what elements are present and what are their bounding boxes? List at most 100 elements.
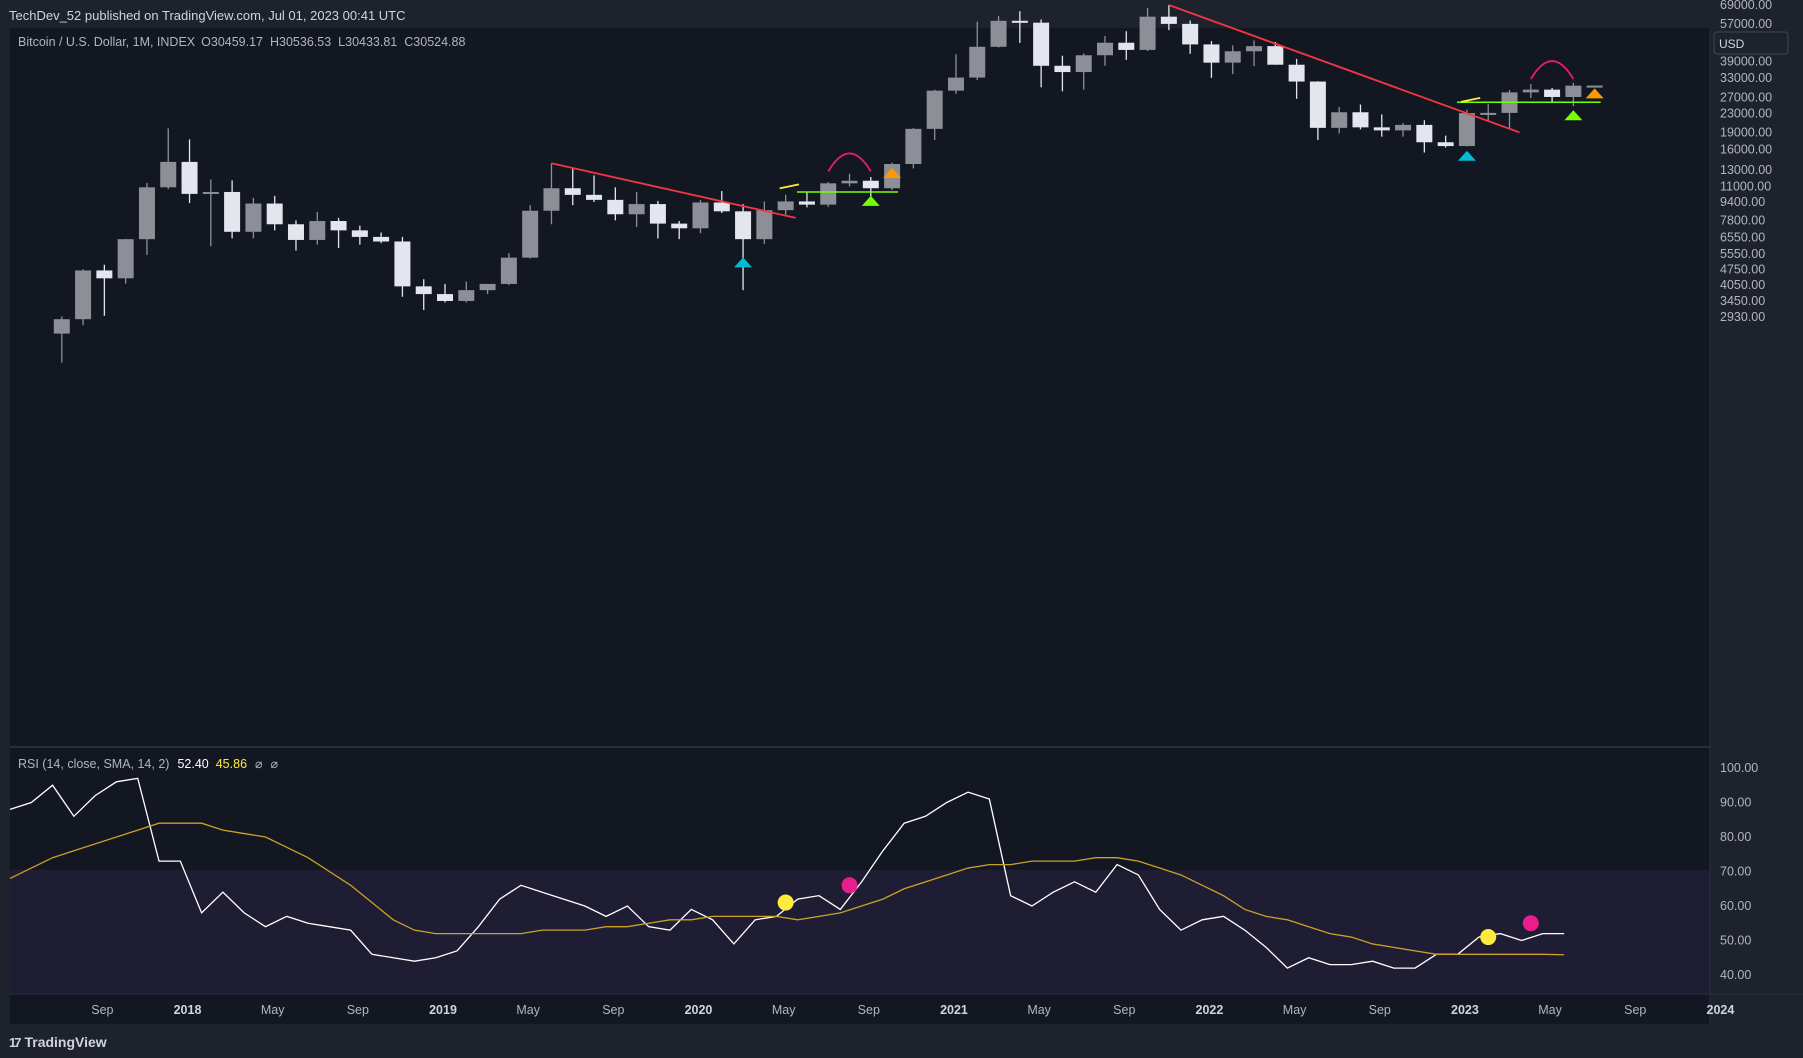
candle-body	[692, 202, 709, 229]
price-tick-label: 27000.00	[1720, 91, 1772, 105]
candle-body	[564, 188, 581, 195]
candle-body	[458, 290, 475, 301]
price-tick-label: 19000.00	[1720, 125, 1772, 139]
candle-body	[820, 183, 837, 205]
candle-body	[1203, 44, 1220, 63]
candle-body	[1565, 85, 1582, 97]
time-axis[interactable]: Sep 2018 May Sep 2019 May Sep 2020 May Sep 2021 May…	[91, 1003, 1734, 1017]
tradingview-brand: TradingView	[24, 1034, 107, 1050]
price-tick-label: 3450.00	[1720, 294, 1765, 308]
tradingview-logo[interactable]: 17 TradingView	[9, 1034, 107, 1050]
signal-triangle	[1457, 150, 1476, 161]
legend-low: L30433.81	[338, 35, 397, 49]
candle-body	[1075, 55, 1092, 73]
time-tick-label: 2020	[685, 1003, 713, 1017]
time-tick-label: May	[1538, 1003, 1562, 1017]
footer-bar: 17 TradingView	[0, 1024, 1803, 1058]
candle-body	[586, 194, 603, 200]
price-scale[interactable]: 85000.0069000.0057000.0047000.0039000.00…	[1720, 0, 1772, 324]
rsi-scale[interactable]: 100.00 90.00 80.00 70.00 60.00 50.00 40.00	[1720, 761, 1758, 982]
plot-background	[10, 28, 1710, 1024]
candle-body	[1246, 46, 1263, 52]
rsi-extra-2: ⌀	[271, 757, 279, 771]
candle-body	[117, 239, 134, 279]
candle-body	[862, 180, 879, 189]
price-tick-label: 5550.00	[1720, 247, 1765, 261]
time-tick-label: May	[772, 1003, 796, 1017]
price-tick-label: 23000.00	[1720, 107, 1772, 121]
time-tick-label: 2018	[174, 1003, 202, 1017]
signal-dash	[1460, 97, 1481, 103]
candle-body	[756, 210, 773, 240]
candle-body	[245, 203, 262, 232]
legend: Bitcoin / U.S. Dollar, 1M, INDEX O30459.1…	[18, 35, 465, 49]
rsi-signal-dot	[841, 877, 858, 894]
time-tick-label: Sep	[91, 1003, 113, 1017]
legend-close: C30524.88	[404, 35, 465, 49]
candle-body	[1544, 89, 1561, 97]
candle-body	[1522, 89, 1539, 93]
candle-body	[1586, 85, 1603, 88]
rsi-series-line	[9, 822, 1565, 956]
candle-body	[1139, 16, 1156, 50]
rsi-value: 52.40	[177, 757, 208, 771]
candle-body	[841, 180, 858, 184]
candle-body	[1395, 124, 1412, 131]
tradingview-logo-icon: 17	[9, 1034, 22, 1050]
legend-open: O30459.17	[201, 35, 263, 49]
candle-body	[543, 188, 560, 211]
rsi-tick-label: 70.00	[1720, 865, 1751, 879]
candle-body	[926, 90, 943, 129]
price-tick-label: 6550.00	[1720, 231, 1765, 245]
rsi-tick-label: 90.00	[1720, 796, 1751, 810]
time-tick-label: 2021	[940, 1003, 968, 1017]
currency-box[interactable]	[1713, 31, 1789, 55]
signal-triangle	[734, 257, 753, 268]
candle-body	[649, 204, 666, 224]
chart-area[interactable]: 85000.0069000.0057000.0047000.0039000.00…	[0, 0, 1803, 1024]
candle-body	[777, 201, 794, 211]
candle-body	[75, 270, 92, 320]
candle-body	[373, 236, 390, 242]
candle-body	[735, 211, 752, 240]
price-tick-label: 33000.00	[1720, 71, 1772, 85]
legend-symbol: Bitcoin / U.S. Dollar, 1M, INDEX	[18, 35, 196, 49]
candle-body	[138, 187, 155, 240]
candle-body	[1054, 65, 1071, 73]
candle-body	[1033, 22, 1050, 66]
signal-arc	[1530, 60, 1575, 80]
trendline	[1168, 4, 1520, 134]
rsi-extra-1: ⌀	[255, 757, 263, 771]
candle-body	[607, 199, 624, 215]
currency-label: USD	[1719, 37, 1745, 51]
candle-body	[969, 46, 986, 78]
candle-body	[905, 128, 922, 165]
time-tick-label: Sep	[347, 1003, 369, 1017]
candle-body	[1331, 112, 1348, 128]
rsi-signal-dot	[1522, 915, 1539, 932]
time-tick-label: Sep	[602, 1003, 624, 1017]
time-tick-label: 2024	[1707, 1003, 1735, 1017]
price-tick-label: 39000.00	[1720, 54, 1772, 68]
candle-body	[309, 221, 326, 240]
time-tick-label: 2022	[1196, 1003, 1224, 1017]
candle-body	[224, 191, 241, 232]
signal-arc	[827, 152, 872, 172]
candle-body	[394, 241, 411, 287]
rsi-tick-label: 100.00	[1720, 761, 1758, 775]
candle-body	[351, 230, 368, 237]
candle-body	[1309, 81, 1326, 128]
candle-body	[522, 210, 539, 258]
time-tick-label: May	[1283, 1003, 1307, 1017]
candle-body	[160, 161, 177, 188]
candle-body	[96, 270, 113, 279]
candle-body	[1480, 112, 1497, 115]
rsi-signal-dot	[777, 894, 794, 911]
candle-body	[798, 201, 815, 205]
time-tick-label: Sep	[858, 1003, 880, 1017]
candle-group	[53, 5, 1603, 363]
rsi-tick-label: 60.00	[1720, 899, 1751, 913]
rsi-tick-label: 50.00	[1720, 934, 1751, 948]
candle-body	[479, 283, 496, 291]
signal-triangle	[1585, 88, 1604, 99]
